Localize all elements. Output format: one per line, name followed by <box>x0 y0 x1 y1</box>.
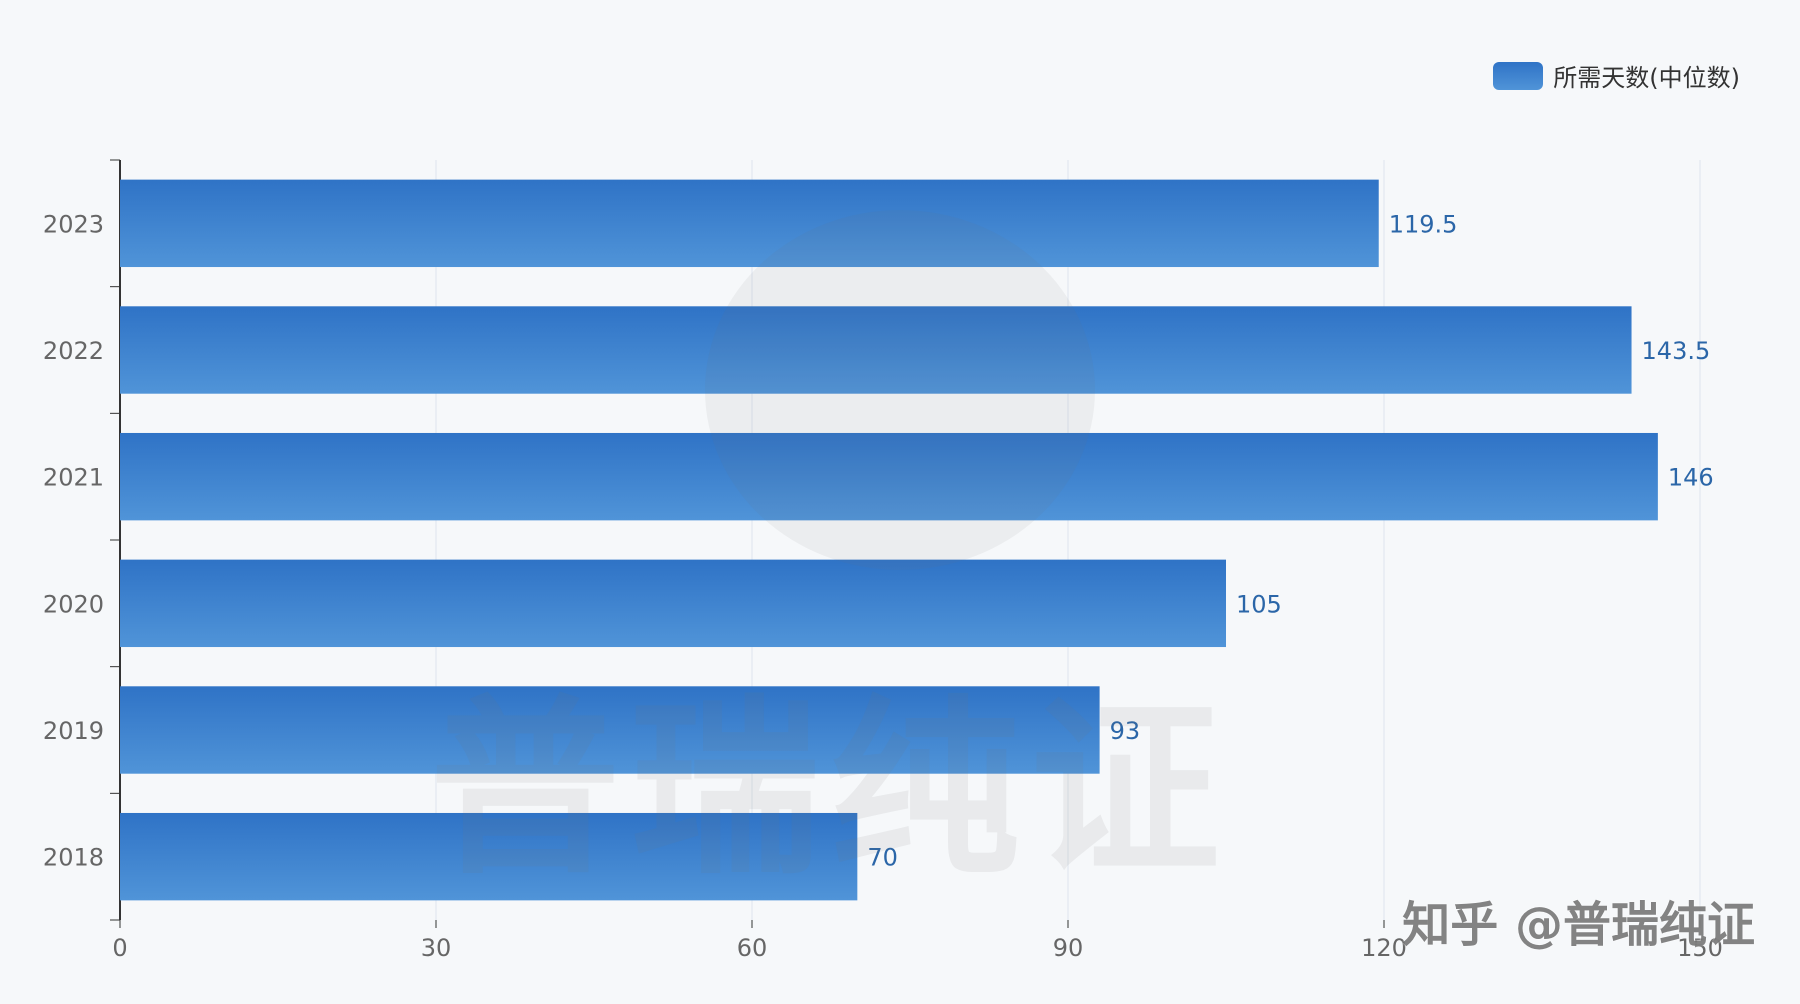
x-tick-label-90: 90 <box>1053 934 1084 962</box>
bar-2019 <box>120 686 1100 774</box>
bar-label-2023: 119.5 <box>1389 210 1458 238</box>
y-tick-label-2021: 2021 <box>43 464 104 492</box>
bar-2022 <box>120 306 1632 394</box>
bar-2023 <box>120 179 1379 268</box>
bar-label-2018: 70 <box>867 844 898 872</box>
bar-label-2020: 105 <box>1236 590 1282 618</box>
x-tick-label-120: 120 <box>1361 934 1407 962</box>
y-tick-label-2020: 2020 <box>43 590 104 618</box>
y-tick-label-2018: 2018 <box>43 844 104 872</box>
labels-layer: 119.5 143.5 146 105 93 70 <box>867 210 1713 871</box>
bar-label-2022: 143.5 <box>1642 337 1711 365</box>
y-tick-label-2023: 2023 <box>43 210 104 238</box>
legend: 所需天数(中位数) <box>1493 58 1740 93</box>
y-tick-label-2022: 2022 <box>43 337 104 365</box>
footer-watermark: 知乎 @普瑞纯证 <box>1402 897 1755 953</box>
axis-layer: 0 30 60 90 120 150 2023 2022 2021 2020 2019 2018 <box>43 159 1723 962</box>
y-tick-label-2019: 2019 <box>43 717 104 745</box>
legend-label: 所需天数(中位数) <box>1553 64 1740 92</box>
x-tick-label-150: 150 <box>1677 934 1723 962</box>
grid-layer <box>435 160 1701 920</box>
bars-layer <box>120 179 1658 901</box>
bar-label-2019: 93 <box>1110 717 1141 745</box>
legend-swatch <box>1493 61 1544 90</box>
x-tick-label-0: 0 <box>112 934 127 962</box>
bar-2020 <box>120 559 1226 648</box>
bar-label-2021: 146 <box>1668 464 1714 492</box>
bar-2021 <box>120 432 1658 521</box>
x-tick-label-30: 30 <box>421 934 452 962</box>
x-tick-label-60: 60 <box>737 934 768 962</box>
bar-2018 <box>120 812 858 901</box>
